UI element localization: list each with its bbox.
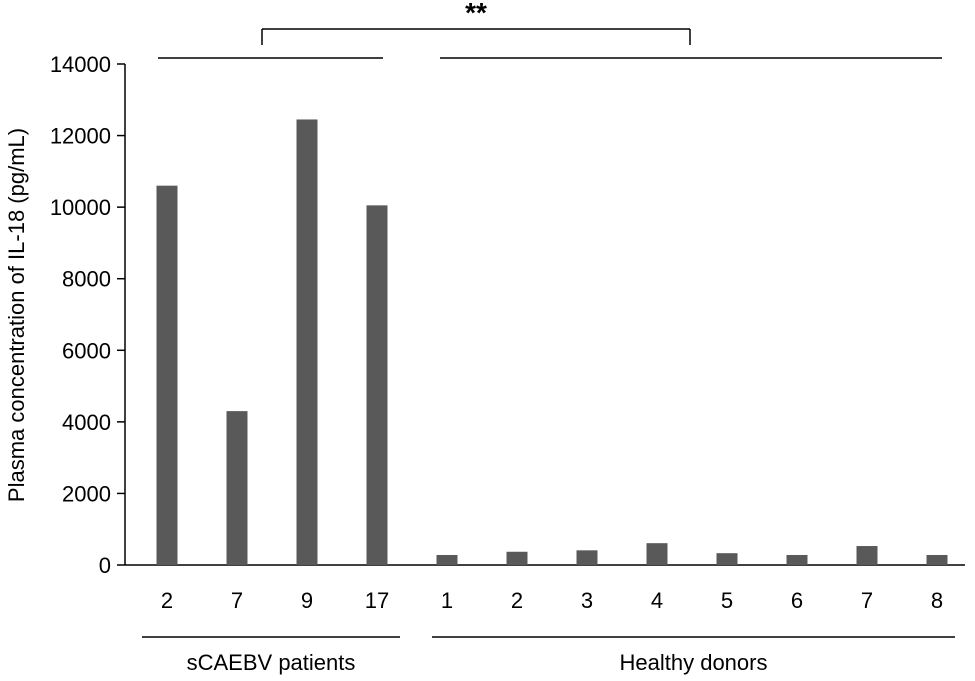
x-tick-label: 6 xyxy=(791,588,803,613)
y-tick-label: 10000 xyxy=(50,195,111,220)
group-brackets: sCAEBV patients Healthy donors xyxy=(142,57,955,675)
bar xyxy=(856,546,878,565)
x-tick-label: 3 xyxy=(581,588,593,613)
axes xyxy=(124,64,965,566)
bar xyxy=(506,551,528,565)
x-tick-label: 5 xyxy=(721,588,733,613)
bar xyxy=(156,185,178,565)
x-ticks: 2 7 9 17 1 2 3 4 5 6 7 8 xyxy=(161,588,943,613)
bar xyxy=(436,554,458,565)
x-tick-label: 7 xyxy=(231,588,243,613)
bar xyxy=(926,554,948,565)
y-tick-label: 0 xyxy=(99,553,111,578)
y-tick-label: 2000 xyxy=(62,481,111,506)
y-tick-label: 12000 xyxy=(50,124,111,149)
x-tick-label: 4 xyxy=(651,588,663,613)
y-axis-title: Plasma concentration of IL-18 (pg/mL) xyxy=(4,128,29,502)
x-tick-label: 8 xyxy=(931,588,943,613)
y-tick-label: 4000 xyxy=(62,410,111,435)
y-tick-label: 14000 xyxy=(50,52,111,77)
bar xyxy=(576,550,598,565)
significance-label: ** xyxy=(465,0,487,28)
bar xyxy=(296,119,318,565)
bar xyxy=(786,554,808,565)
bars xyxy=(156,119,948,565)
significance-bracket: ** xyxy=(261,0,691,45)
x-tick-label: 9 xyxy=(301,588,313,613)
x-tick-label: 7 xyxy=(861,588,873,613)
y-tick-label: 8000 xyxy=(62,267,111,292)
x-tick-label: 1 xyxy=(441,588,453,613)
y-ticks: 0 2000 4000 6000 8000 10000 12000 14000 xyxy=(50,52,125,578)
bar xyxy=(646,543,668,565)
bar xyxy=(716,553,738,565)
x-tick-label: 17 xyxy=(365,588,389,613)
bar xyxy=(226,411,248,565)
group-label: sCAEBV patients xyxy=(187,650,356,675)
y-tick-label: 6000 xyxy=(62,338,111,363)
group-label: Healthy donors xyxy=(620,650,768,675)
x-tick-label: 2 xyxy=(161,588,173,613)
x-tick-label: 2 xyxy=(511,588,523,613)
bar xyxy=(366,205,388,565)
